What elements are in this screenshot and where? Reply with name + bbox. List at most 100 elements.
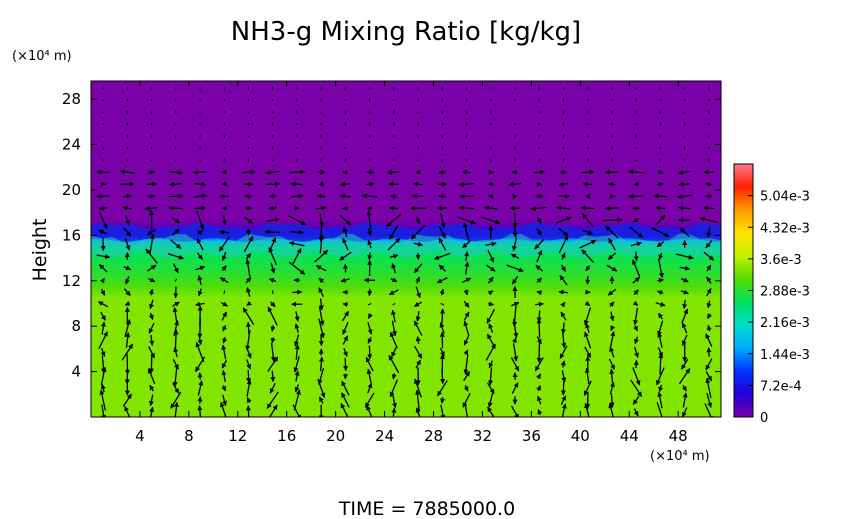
wind-vector <box>490 158 492 162</box>
wind-vector <box>658 252 664 260</box>
wind-vector <box>342 227 348 238</box>
wind-vector <box>389 253 399 259</box>
wind-vector <box>658 312 664 320</box>
x-tick-label: 40 <box>571 427 590 445</box>
wind-vector <box>264 229 281 235</box>
wind-vector <box>678 205 691 211</box>
wind-vector <box>512 194 518 199</box>
wind-vector <box>172 359 179 370</box>
wind-vector <box>221 370 227 383</box>
wind-vector <box>173 329 179 351</box>
wind-vector <box>221 344 227 360</box>
wind-vector <box>488 194 494 199</box>
wind-vector <box>388 355 400 374</box>
wind-vector <box>222 337 228 344</box>
wind-vector <box>149 334 155 346</box>
wind-vector <box>344 122 347 126</box>
wind-vector <box>586 158 589 162</box>
wind-vector <box>706 300 712 309</box>
wind-vector <box>458 181 474 187</box>
wind-vector <box>340 277 350 283</box>
wind-vector <box>658 384 664 393</box>
wind-vector <box>560 381 566 396</box>
wind-vector <box>339 214 352 226</box>
wind-vector <box>558 181 569 187</box>
wind-vector <box>413 345 423 359</box>
wind-vector <box>678 181 691 187</box>
wind-vector <box>342 237 349 251</box>
x-tick-label: 4 <box>135 427 145 445</box>
wind-vector <box>463 371 471 382</box>
wind-vector <box>436 380 448 397</box>
wind-vector <box>342 301 348 307</box>
wind-vector <box>270 337 276 344</box>
wind-vector <box>196 238 204 251</box>
wind-vector <box>125 276 130 285</box>
wind-vector <box>580 205 595 211</box>
wind-vector <box>367 322 373 335</box>
wind-vector <box>413 301 423 307</box>
wind-vector <box>536 385 541 392</box>
wind-vector <box>146 229 157 236</box>
colorbar-tick-label: 4.32e-3 <box>760 221 810 236</box>
wind-vector <box>196 210 205 230</box>
wind-vector <box>608 358 615 370</box>
wind-vector <box>606 264 618 272</box>
wind-vector <box>486 264 496 272</box>
chart-title: NH3-g Mixing Ratio [kg/kg] <box>231 17 581 47</box>
wind-vector <box>294 311 300 322</box>
y-tick-label: 20 <box>62 181 81 199</box>
wind-vector <box>391 347 397 358</box>
wind-vector <box>703 251 715 261</box>
wind-vector <box>119 169 135 175</box>
wind-vector <box>457 216 477 225</box>
x-axis: 4 8 12 16 20 24 28 32 36 40 44 48 <box>135 81 688 445</box>
wind-vector <box>123 288 131 297</box>
wind-vector <box>682 392 688 408</box>
y-tick-label: 8 <box>71 317 81 335</box>
wind-vector <box>288 261 306 275</box>
wind-vector <box>167 253 184 260</box>
wind-vector <box>195 301 205 307</box>
wind-vector <box>219 277 229 284</box>
wind-vector <box>608 237 616 251</box>
wind-vector <box>386 169 401 175</box>
wind-vector <box>221 215 227 226</box>
x-tick-label: 28 <box>424 427 443 445</box>
wind-vector <box>439 322 445 334</box>
wind-vector <box>98 211 108 229</box>
wind-vector <box>223 134 225 138</box>
wind-vector <box>415 276 420 284</box>
wind-vector <box>562 122 565 126</box>
wind-vector <box>171 217 181 224</box>
x-tick-label: 48 <box>669 427 688 445</box>
wind-vector <box>536 310 542 323</box>
wind-vector <box>339 193 351 199</box>
wind-vector <box>681 384 687 392</box>
wind-vector <box>585 194 591 200</box>
y-tick-label: 4 <box>71 363 81 381</box>
wind-vector <box>633 408 639 417</box>
wind-vector <box>706 264 712 272</box>
wind-vector <box>630 379 643 397</box>
wind-vector <box>464 261 470 275</box>
wind-vector <box>438 226 446 239</box>
wind-vector <box>223 158 225 162</box>
wind-vector <box>97 301 109 308</box>
wind-vector <box>433 252 451 260</box>
x-unit-label: (×10⁴ m) <box>650 449 710 464</box>
wind-vector <box>681 407 688 417</box>
wind-vector <box>150 87 153 90</box>
wind-vector <box>344 110 347 114</box>
wind-vector <box>705 358 713 371</box>
wind-vector <box>530 206 548 212</box>
wind-vector <box>512 212 518 229</box>
wind-vector <box>609 311 615 322</box>
wind-vector <box>318 287 324 297</box>
wind-vector <box>269 237 277 252</box>
wind-vector <box>367 288 373 297</box>
wind-vector <box>487 406 495 417</box>
wind-vector <box>221 181 227 187</box>
wind-vector <box>341 380 350 396</box>
wind-vector <box>123 193 132 199</box>
